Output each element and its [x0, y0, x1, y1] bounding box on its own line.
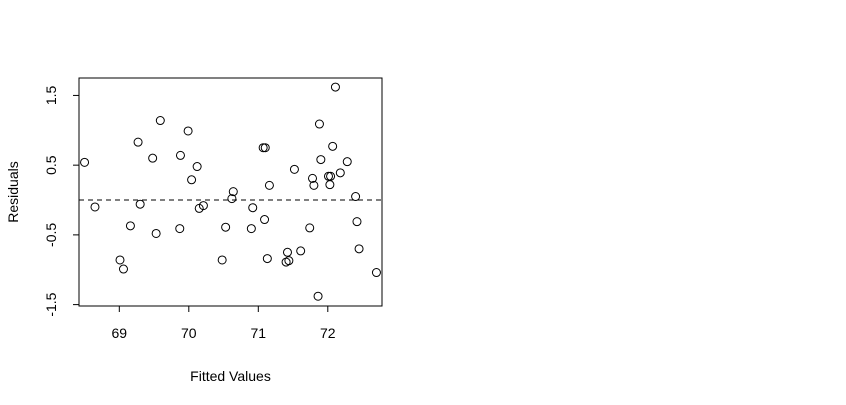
data-point: [313, 291, 323, 301]
data-point: [335, 168, 345, 178]
data-point: [228, 187, 238, 197]
data-point: [282, 247, 292, 257]
data-point: [296, 246, 306, 256]
x-tick-label: 70: [181, 325, 197, 341]
data-point: [192, 162, 202, 172]
data-point: [325, 180, 335, 190]
data-point: [246, 224, 256, 234]
data-point: [198, 201, 208, 211]
data-point: [258, 143, 268, 153]
y-axis-title: Residuals: [5, 161, 21, 222]
data-point: [330, 82, 340, 92]
data-points: [80, 82, 381, 301]
data-point: [354, 244, 364, 254]
y-axis: -1.5 -0.5 0.5 1.5: [43, 85, 79, 317]
y-tick-label: 1.5: [43, 85, 59, 105]
data-point: [133, 137, 143, 147]
data-point: [314, 119, 324, 129]
data-point: [148, 153, 158, 163]
data-point: [217, 255, 227, 265]
plot-frame: [78, 77, 383, 307]
x-tick-label: 72: [320, 325, 336, 341]
x-axis-title: Fitted Values: [190, 368, 271, 384]
data-point: [135, 199, 145, 209]
data-point: [115, 255, 125, 265]
y-tick-label: -0.5: [43, 223, 59, 247]
data-point: [308, 173, 318, 183]
data-point: [371, 268, 381, 278]
x-tick-label: 71: [251, 325, 267, 341]
data-point: [248, 203, 258, 213]
data-point: [183, 126, 193, 136]
data-point: [264, 180, 274, 190]
data-point: [328, 141, 338, 151]
data-point: [316, 155, 326, 165]
y-tick-label: -1.5: [43, 292, 59, 316]
data-point: [309, 180, 319, 190]
data-point: [262, 254, 272, 264]
data-point: [260, 143, 270, 153]
data-point: [289, 164, 299, 174]
data-point: [284, 256, 294, 266]
data-point: [151, 228, 161, 238]
data-point: [90, 202, 100, 212]
data-point: [323, 171, 333, 181]
data-point: [351, 192, 361, 202]
x-axis: 69 70 71 72: [112, 306, 336, 341]
data-point: [227, 194, 237, 204]
data-point: [221, 222, 231, 232]
data-point: [342, 157, 352, 167]
data-point: [175, 150, 185, 160]
data-point: [125, 221, 135, 231]
data-point: [352, 217, 362, 227]
y-tick-label: 0.5: [43, 155, 59, 175]
data-point: [305, 223, 315, 233]
data-point: [155, 116, 165, 126]
data-point: [118, 264, 128, 274]
data-point: [326, 171, 336, 181]
data-point: [80, 157, 90, 167]
data-point: [175, 224, 185, 234]
data-point: [260, 215, 270, 225]
x-tick-label: 69: [112, 325, 128, 341]
data-point: [187, 175, 197, 185]
